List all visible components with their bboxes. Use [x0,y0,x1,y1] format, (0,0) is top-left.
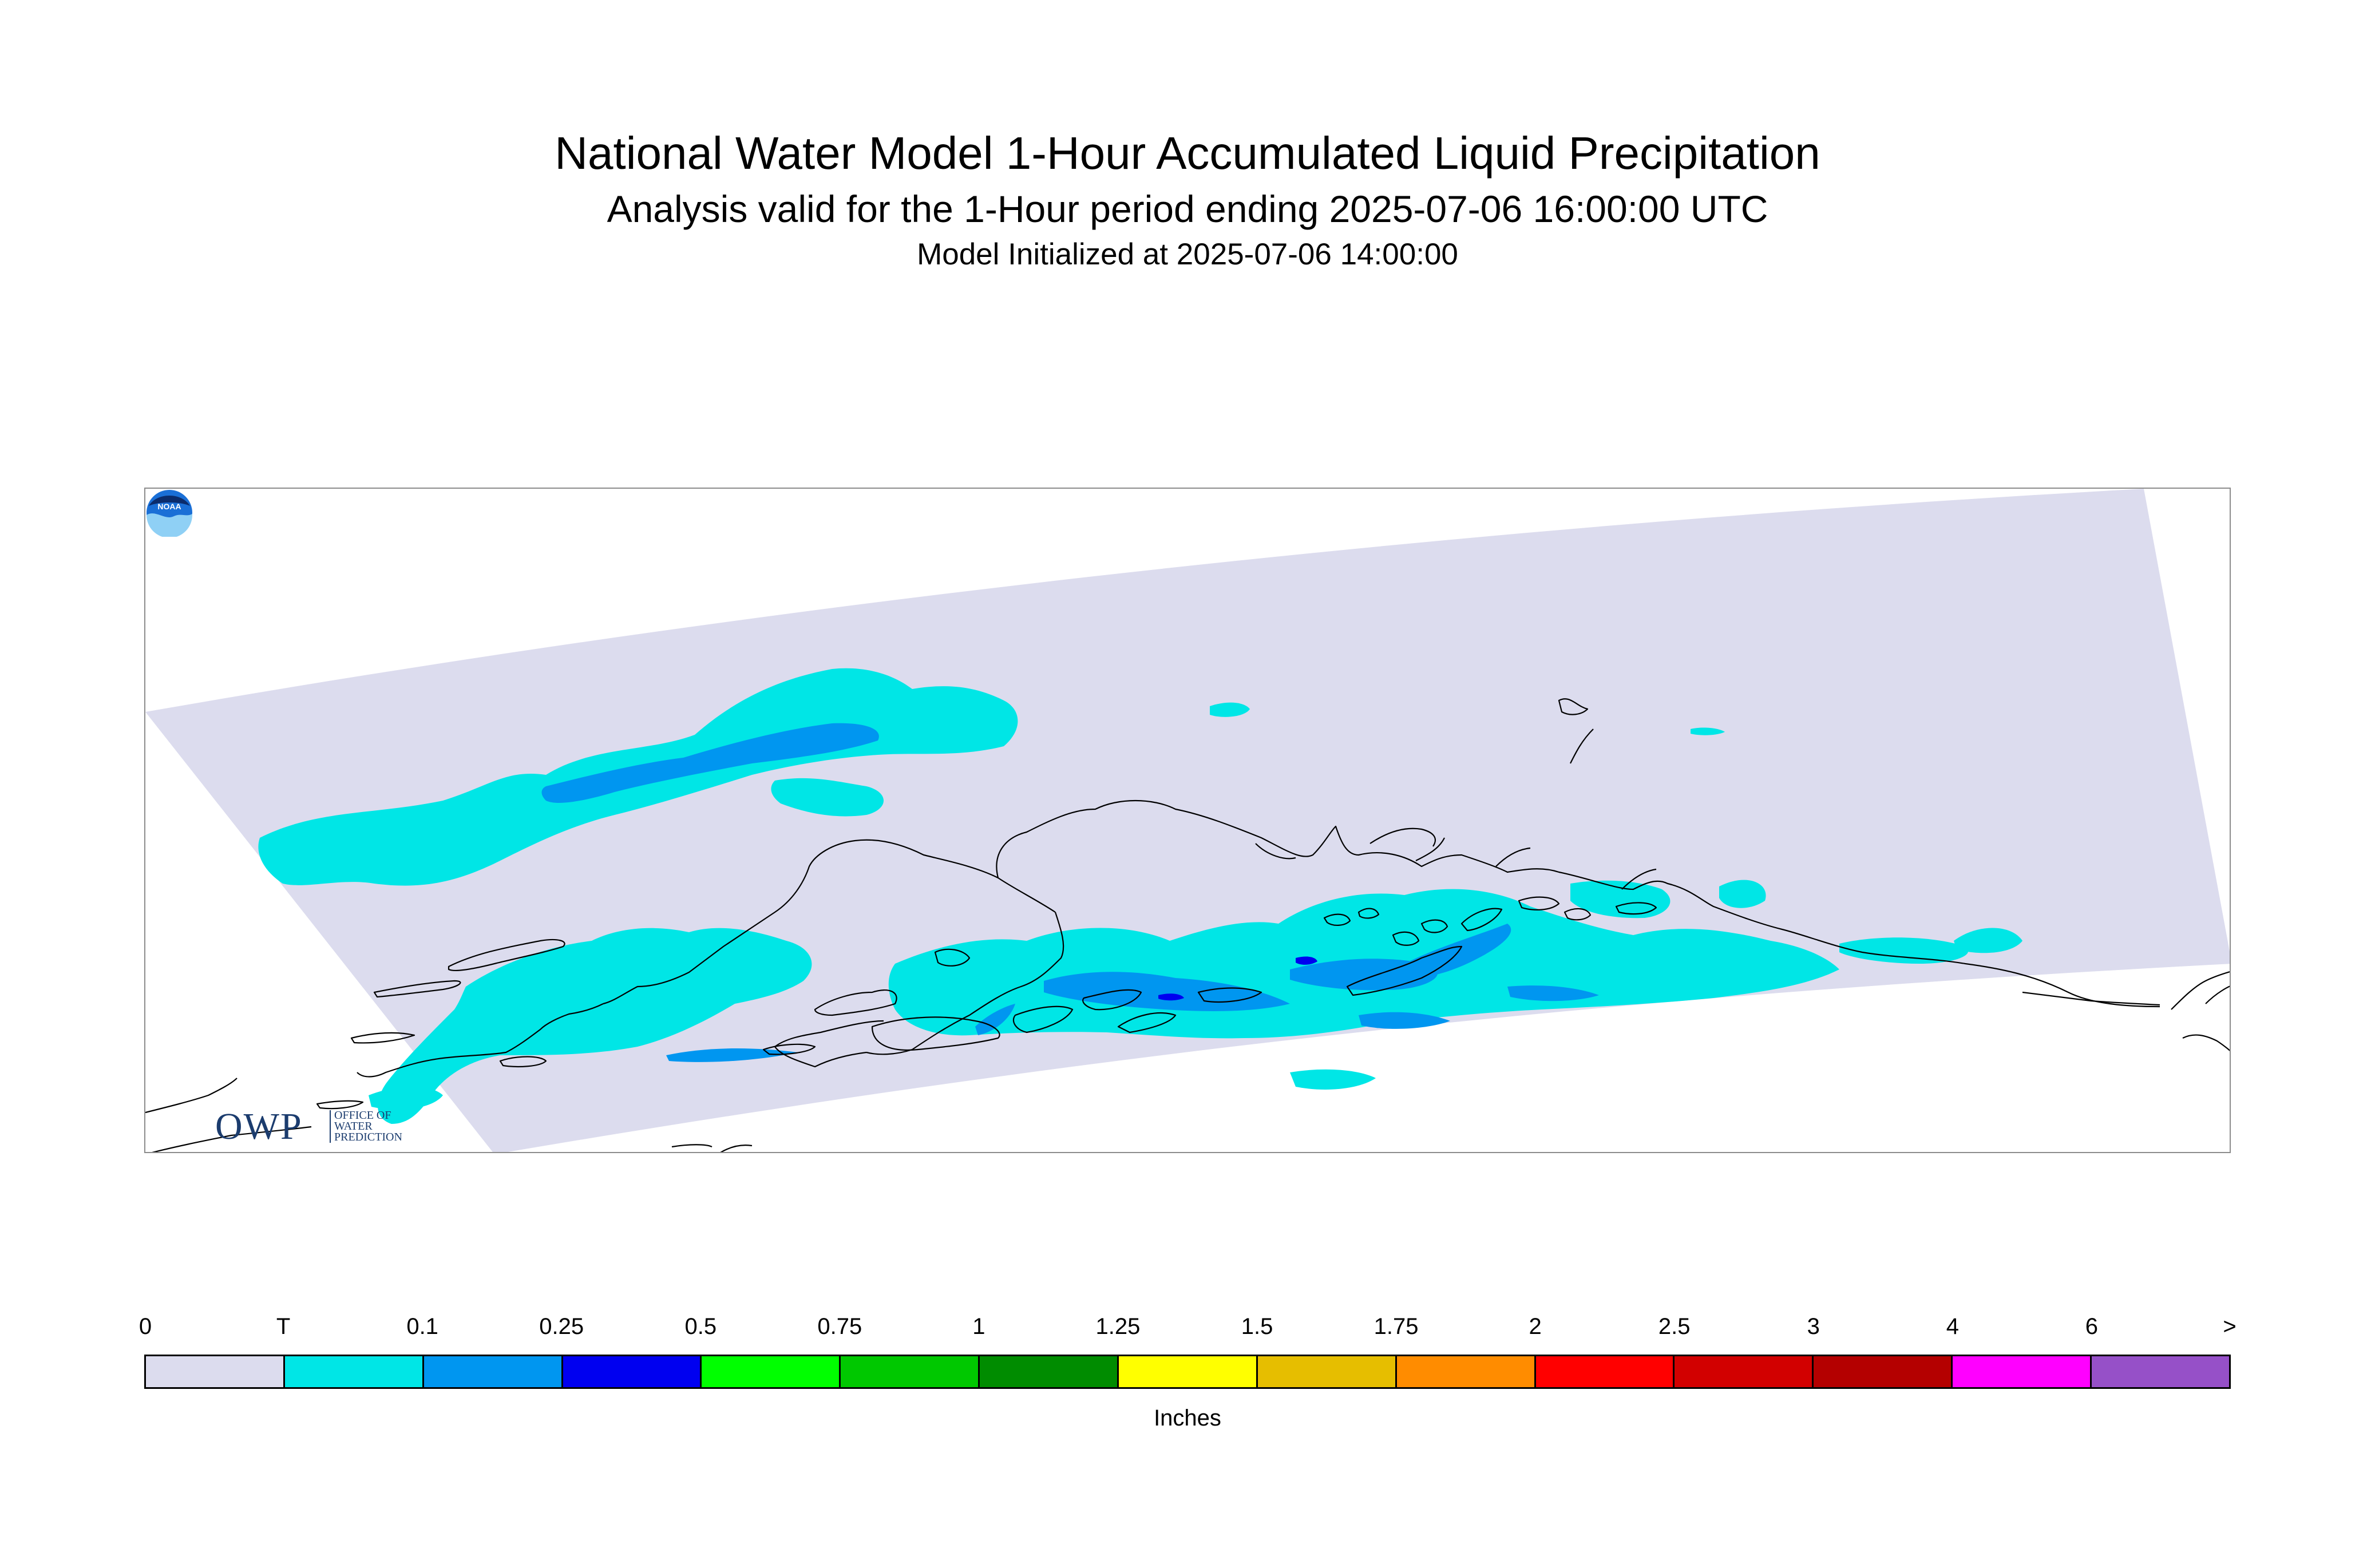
legend-color-segment [1396,1356,1536,1387]
legend-colorbar [144,1355,2231,1389]
legend-color-segment [1814,1356,1953,1387]
precipitation-map: OWP OFFICE OF WATER PREDICTION NOAA [144,488,2231,1153]
owp-logo-mark: OWP [215,1106,303,1147]
legend-tick-label: 3 [1807,1314,1820,1339]
legend-tick-label: 1.25 [1095,1314,1141,1339]
precip-heavy-spots [1158,956,1317,1001]
legend-color-segment [841,1356,980,1387]
coastlines [145,698,2230,1152]
legend-tick-label: 4 [1946,1314,1959,1339]
legend-color-segment [1119,1356,1258,1387]
legend-tick-label: 0 [138,1314,152,1339]
noaa-logo-text: NOAA [157,502,181,511]
legend-tick-label: 2.5 [1658,1314,1691,1339]
legend-tick-label: 0.1 [406,1314,438,1339]
legend-color-segment [1535,1356,1675,1387]
map-subtitle: Analysis valid for the 1-Hour period end… [607,188,1768,230]
noaa-logo: NOAA [147,490,192,537]
legend-color-segment [563,1356,702,1387]
legend-color-segment [284,1356,424,1387]
legend-tick-label: T [276,1314,291,1339]
legend-tick-label: 1 [972,1314,985,1339]
owp-logo-text: OFFICE OF WATER PREDICTION [330,1110,402,1143]
legend-tick-label: 0.5 [684,1314,717,1339]
legend-tick-label: 0.75 [817,1314,862,1339]
legend-tick-label: 1.75 [1373,1314,1419,1339]
legend-color-segment [1257,1356,1397,1387]
legend-color-segment [1953,1356,2092,1387]
legend-tick-labels: 0 T 0.1 0.25 0.5 0.75 1 1.25 1.5 1.75 2 2.5 3 4 6 > [0,1315,2375,1344]
owp-logo-line-2: WATER [334,1120,373,1133]
legend-color-segment [146,1356,285,1387]
legend-tick-label: 2 [1529,1314,1542,1339]
owp-logo-line-3: PREDICTION [334,1131,402,1143]
legend-units-label: Inches [1154,1405,1221,1431]
legend-color-segment [980,1356,1119,1387]
legend-tick-label: > [2223,1314,2237,1339]
owp-logo-line-1: OFFICE OF [334,1109,391,1122]
legend-color-segment [2092,1356,2229,1387]
legend-color-segment [423,1356,563,1387]
model-init-time: Model Initialized at 2025-07-06 14:00:00 [917,237,1458,271]
legend-color-segment [702,1356,841,1387]
legend-tick-label: 6 [2085,1314,2099,1339]
legend-tick-label: 0.25 [539,1314,584,1339]
map-title: National Water Model 1-Hour Accumulated … [555,128,1820,179]
legend-color-segment [1675,1356,1814,1387]
legend-tick-label: 1.5 [1241,1314,1273,1339]
